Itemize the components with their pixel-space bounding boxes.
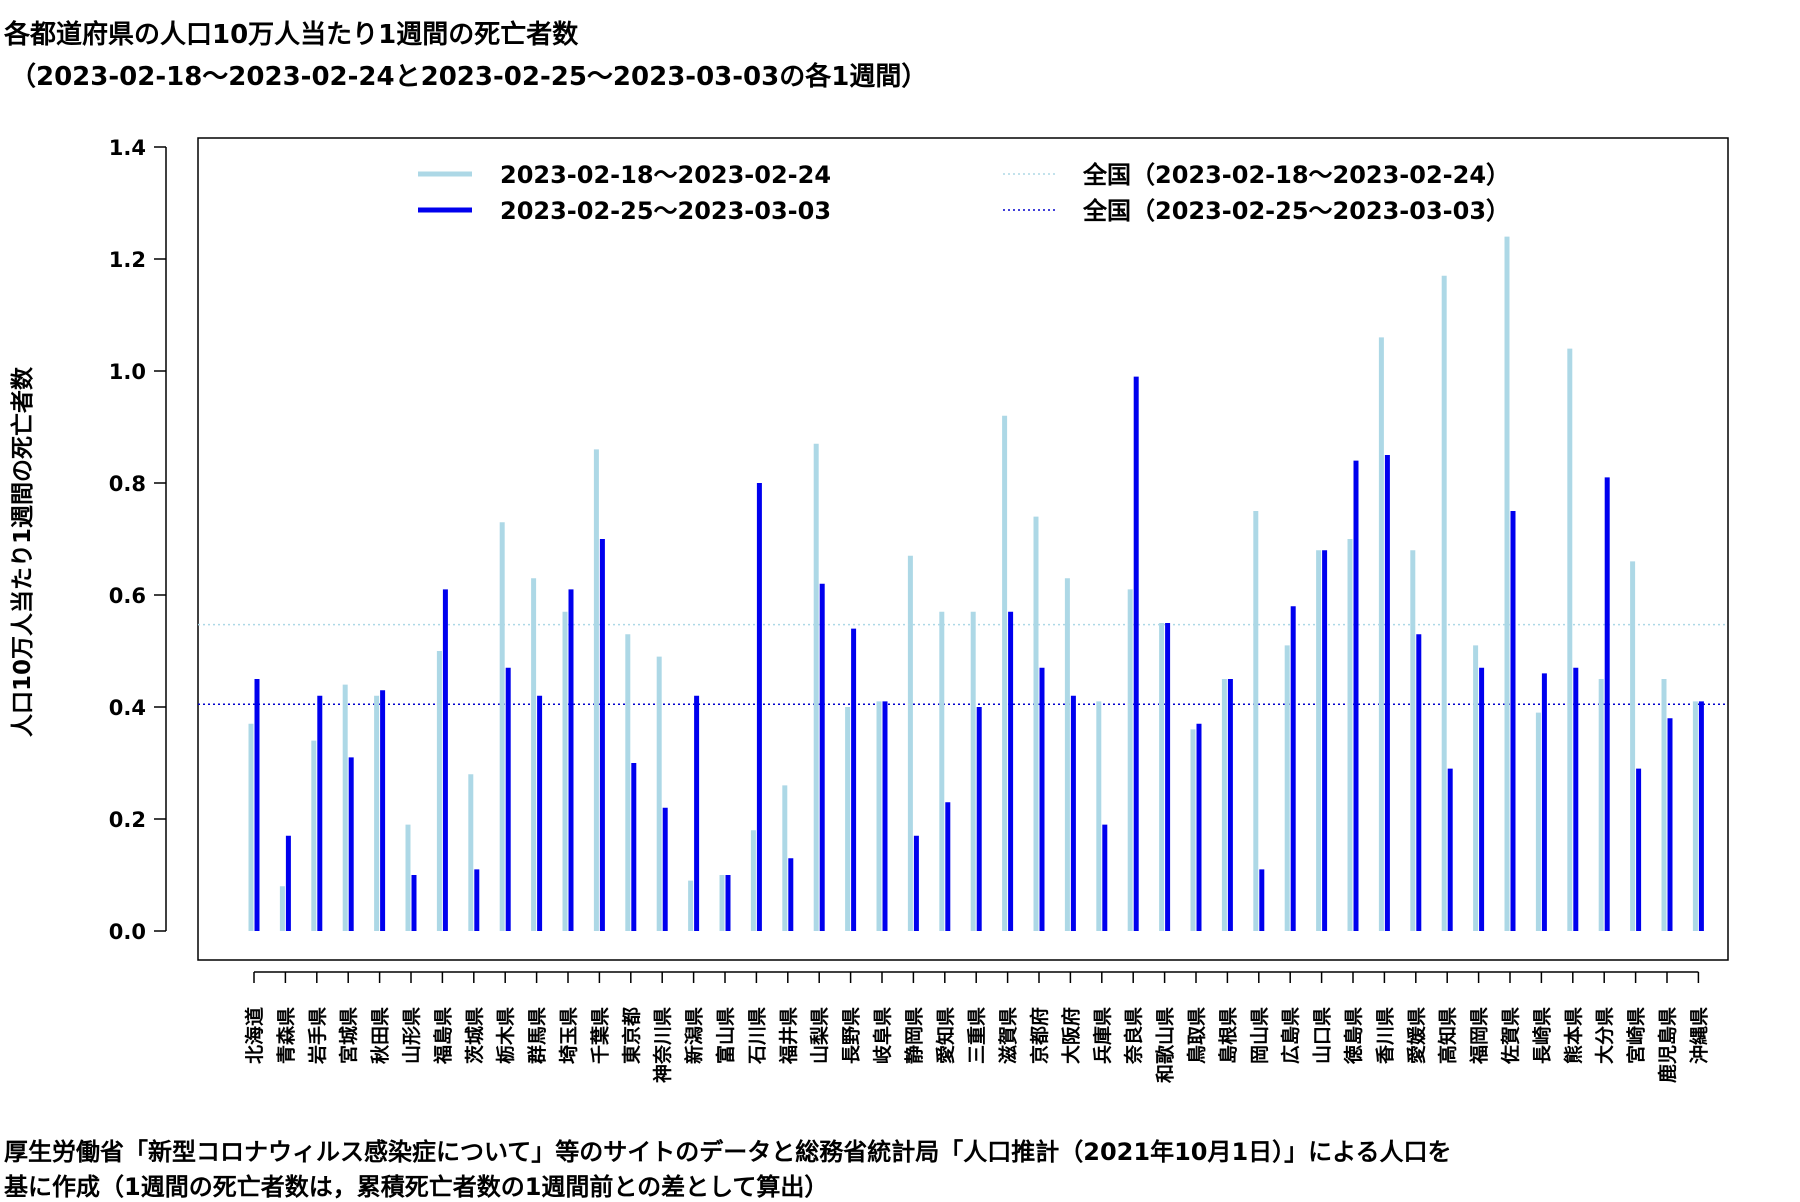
- x-tick-label-高知県: 高知県: [1436, 1007, 1459, 1064]
- legend-label-reference2: 全国（2023-02-25～2023-03-03）: [1082, 197, 1510, 225]
- x-tick-label-千葉県: 千葉県: [589, 1007, 611, 1064]
- x-tick-label-三重県: 三重県: [966, 1007, 988, 1064]
- x-tick-label-富山県: 富山県: [714, 1007, 737, 1064]
- x-tick-label-宮崎県: 宮崎県: [1625, 1007, 1648, 1064]
- x-tick-label-奈良県: 奈良県: [1122, 1007, 1145, 1065]
- x-tick-label-広島県: 広島県: [1279, 1007, 1302, 1064]
- x-tick-label-新潟県: 新潟県: [683, 1007, 706, 1064]
- x-tick-label-愛知県: 愛知県: [934, 1007, 957, 1064]
- x-tick-label-北海道: 北海道: [243, 1007, 266, 1064]
- x-tick-label-神奈川県: 神奈川県: [651, 1007, 674, 1083]
- legend-label-series2: 2023-02-25～2023-03-03: [500, 197, 831, 225]
- x-tick-label-京都府: 京都府: [1028, 1007, 1051, 1064]
- y-tick-label: 0.2: [109, 808, 146, 832]
- x-tick-label-栃木県: 栃木県: [494, 1007, 517, 1064]
- chart-subtitle: （2023-02-18～2023-02-24と2023-02-25～2023-0…: [10, 62, 928, 92]
- y-tick-label: 1.2: [109, 248, 146, 272]
- x-tick-label-石川県: 石川県: [746, 1007, 768, 1065]
- x-tick-label-徳島県: 徳島県: [1342, 1007, 1365, 1065]
- y-tick-label: 1.0: [109, 360, 146, 384]
- x-tick-label-岡山県: 岡山県: [1249, 1007, 1271, 1064]
- y-tick-label: 1.4: [109, 136, 146, 160]
- y-tick-label: 0.6: [109, 584, 146, 608]
- x-tick-label-和歌山県: 和歌山県: [1154, 1007, 1177, 1083]
- x-tick-label-島根県: 島根県: [1216, 1007, 1239, 1064]
- x-tick-label-大阪府: 大阪府: [1059, 1007, 1082, 1064]
- x-tick-label-福井県: 福井県: [777, 1007, 800, 1065]
- x-tick-label-静岡県: 静岡県: [902, 1007, 925, 1064]
- x-tick-label-岐阜県: 岐阜県: [871, 1007, 894, 1064]
- legend-label-reference1: 全国（2023-02-18～2023-02-24）: [1082, 161, 1510, 189]
- x-tick-label-青森県: 青森県: [274, 1007, 297, 1064]
- y-axis-label: 人口10万人当たり1週間の死亡者数: [9, 366, 36, 737]
- legend-label-series1: 2023-02-18～2023-02-24: [500, 161, 831, 189]
- x-tick-label-鹿児島県: 鹿児島県: [1656, 1007, 1679, 1083]
- y-tick-label: 0.4: [109, 696, 146, 720]
- x-tick-label-山口県: 山口県: [1312, 1007, 1334, 1064]
- x-tick-label-香川県: 香川県: [1374, 1007, 1396, 1065]
- x-tick-label-群馬県: 群馬県: [526, 1007, 549, 1065]
- x-tick-label-山梨県: 山梨県: [808, 1007, 831, 1064]
- x-tick-label-岩手県: 岩手県: [306, 1007, 329, 1065]
- source-note-line1: 厚生労働省「新型コロナウィルス感染症について」等のサイトのデータと総務省統計局「…: [4, 1138, 1452, 1166]
- x-tick-label-愛媛県: 愛媛県: [1405, 1007, 1428, 1064]
- x-tick-label-大分県: 大分県: [1593, 1007, 1616, 1064]
- y-tick-label: 0.8: [109, 472, 146, 496]
- x-tick-label-佐賀県: 佐賀県: [1499, 1007, 1522, 1065]
- x-tick-label-長崎県: 長崎県: [1530, 1007, 1553, 1064]
- x-tick-label-山形県: 山形県: [401, 1007, 423, 1064]
- x-tick-label-長野県: 長野県: [841, 1007, 863, 1064]
- x-tick-label-滋賀県: 滋賀県: [997, 1007, 1020, 1064]
- x-tick-label-秋田県: 秋田県: [369, 1007, 392, 1064]
- source-note-line2: 基に作成（1週間の死亡者数は，累積死亡者数の1週間前との差として算出）: [4, 1173, 829, 1201]
- x-tick-label-福岡県: 福岡県: [1468, 1007, 1491, 1065]
- x-tick-label-埼玉県: 埼玉県: [557, 1007, 580, 1064]
- chart-title: 各都道府県の人口10万人当たり1週間の死亡者数: [4, 20, 579, 50]
- x-tick-label-熊本県: 熊本県: [1562, 1007, 1585, 1064]
- x-tick-label-兵庫県: 兵庫県: [1091, 1007, 1114, 1064]
- x-tick-label-宮城県: 宮城県: [337, 1007, 360, 1064]
- y-tick-label: 0.0: [109, 920, 146, 944]
- x-tick-label-東京都: 東京都: [620, 1007, 643, 1064]
- x-tick-label-茨城県: 茨城県: [463, 1007, 486, 1064]
- x-tick-label-福島県: 福島県: [431, 1007, 454, 1065]
- x-tick-label-鳥取県: 鳥取県: [1185, 1007, 1208, 1064]
- x-tick-label-沖縄県: 沖縄県: [1687, 1007, 1710, 1064]
- plot-frame: [197, 137, 1729, 961]
